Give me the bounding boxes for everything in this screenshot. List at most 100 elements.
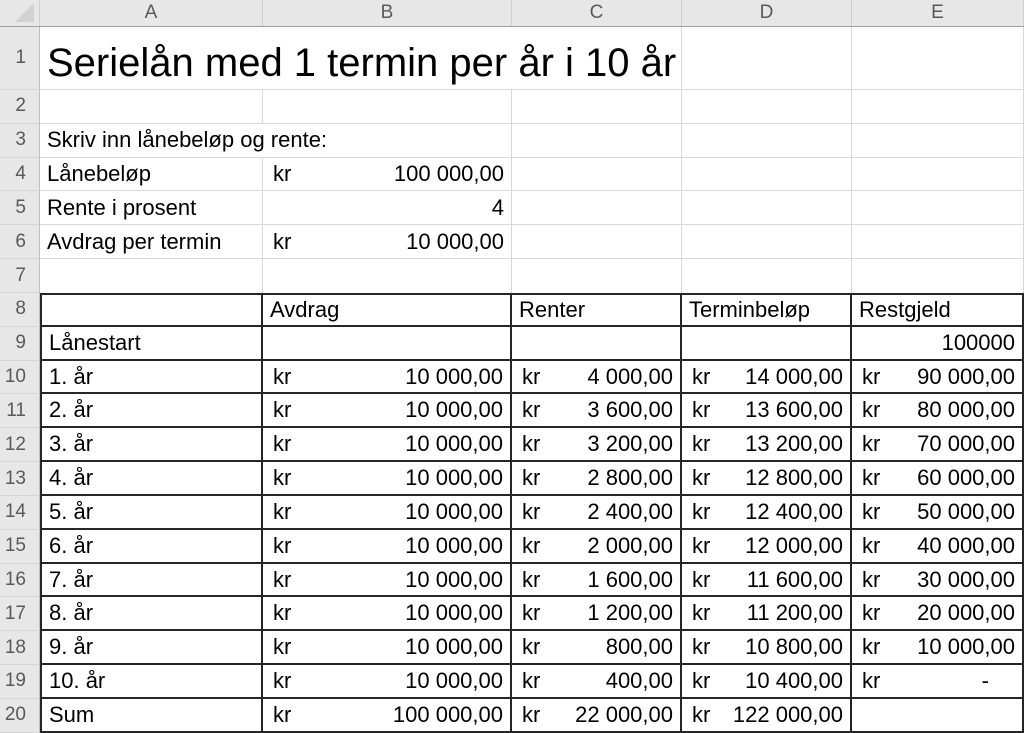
row-header-6[interactable]: 6 bbox=[0, 225, 40, 260]
cell-C13[interactable]: kr 2 800,00 bbox=[512, 462, 682, 496]
cell-A20[interactable]: Sum bbox=[40, 698, 263, 733]
row-header-2[interactable]: 2 bbox=[0, 90, 40, 124]
row-header-4[interactable]: 4 bbox=[0, 157, 40, 192]
cell-C17[interactable]: kr 1 200,00 bbox=[512, 597, 682, 632]
cell-A1[interactable]: Serielån med 1 termin per år i 10 år bbox=[40, 27, 682, 90]
cell-E18[interactable]: kr 10 000,00 bbox=[852, 631, 1024, 666]
cell-D17[interactable]: kr 11 200,00 bbox=[682, 597, 852, 632]
cell-B13[interactable]: kr 10 000,00 bbox=[263, 462, 512, 496]
row-header-5[interactable]: 5 bbox=[0, 191, 40, 226]
row-header-12[interactable]: 12 bbox=[0, 428, 40, 463]
row-header-7[interactable]: 7 bbox=[0, 259, 40, 293]
cell-D5[interactable] bbox=[682, 191, 852, 226]
cell-A4[interactable]: Lånebeløp bbox=[40, 157, 263, 192]
cell-C4[interactable] bbox=[512, 157, 682, 192]
cell-A8[interactable] bbox=[40, 292, 263, 327]
cell-B9[interactable] bbox=[263, 326, 512, 361]
cell-E11[interactable]: kr 80 000,00 bbox=[852, 394, 1024, 429]
cell-B11[interactable]: kr 10 000,00 bbox=[263, 394, 512, 429]
cell-D19[interactable]: kr 10 400,00 bbox=[682, 665, 852, 699]
cell-C19[interactable]: kr 400,00 bbox=[512, 665, 682, 699]
cell-E20[interactable] bbox=[852, 698, 1024, 733]
cell-C5[interactable] bbox=[512, 191, 682, 226]
cell-D16[interactable]: kr 11 600,00 bbox=[682, 563, 852, 598]
cell-D12[interactable]: kr 13 200,00 bbox=[682, 428, 852, 463]
cell-E2[interactable] bbox=[852, 90, 1024, 124]
cell-B14[interactable]: kr 10 000,00 bbox=[263, 495, 512, 530]
cell-C18[interactable]: kr 800,00 bbox=[512, 631, 682, 666]
cell-C12[interactable]: kr 3 200,00 bbox=[512, 428, 682, 463]
cell-B16[interactable]: kr 10 000,00 bbox=[263, 563, 512, 598]
cell-C7[interactable] bbox=[512, 259, 682, 293]
cell-E16[interactable]: kr 30 000,00 bbox=[852, 563, 1024, 598]
cell-B12[interactable]: kr 10 000,00 bbox=[263, 428, 512, 463]
cell-C11[interactable]: kr 3 600,00 bbox=[512, 394, 682, 429]
row-header-15[interactable]: 15 bbox=[0, 529, 40, 564]
cell-B4[interactable]: kr 100 000,00 bbox=[263, 157, 512, 192]
cell-E17[interactable]: kr 20 000,00 bbox=[852, 597, 1024, 632]
cell-C20[interactable]: kr 22 000,00 bbox=[512, 698, 682, 733]
cell-A6[interactable]: Avdrag per termin bbox=[40, 225, 263, 260]
cell-A18[interactable]: 9. år bbox=[40, 631, 263, 666]
cell-E9[interactable]: 100000 bbox=[852, 326, 1024, 361]
cell-A5[interactable]: Rente i prosent bbox=[40, 191, 263, 226]
row-header-9[interactable]: 9 bbox=[0, 326, 40, 361]
cell-D10[interactable]: kr 14 000,00 bbox=[682, 360, 852, 395]
cell-B6[interactable]: kr 10 000,00 bbox=[263, 225, 512, 260]
cell-E19[interactable]: kr - bbox=[852, 665, 1024, 699]
row-header-3[interactable]: 3 bbox=[0, 123, 40, 158]
cell-B19[interactable]: kr 10 000,00 bbox=[263, 665, 512, 699]
row-header-14[interactable]: 14 bbox=[0, 495, 40, 530]
cell-E7[interactable] bbox=[852, 259, 1024, 293]
cell-D15[interactable]: kr 12 000,00 bbox=[682, 529, 852, 564]
cell-E8[interactable]: Restgjeld bbox=[852, 292, 1024, 327]
cell-B15[interactable]: kr 10 000,00 bbox=[263, 529, 512, 564]
cell-B20[interactable]: kr 100 000,00 bbox=[263, 698, 512, 733]
cell-D1[interactable] bbox=[682, 27, 852, 90]
row-header-16[interactable]: 16 bbox=[0, 563, 40, 598]
cell-D4[interactable] bbox=[682, 157, 852, 192]
cell-E1[interactable] bbox=[852, 27, 1024, 90]
row-header-1[interactable]: 1 bbox=[0, 27, 40, 90]
cell-D11[interactable]: kr 13 600,00 bbox=[682, 394, 852, 429]
cell-A7[interactable] bbox=[40, 259, 263, 293]
row-header-8[interactable]: 8 bbox=[0, 292, 40, 327]
cell-C6[interactable] bbox=[512, 225, 682, 260]
cell-D20[interactable]: kr 122 000,00 bbox=[682, 698, 852, 733]
row-header-13[interactable]: 13 bbox=[0, 462, 40, 496]
cell-D14[interactable]: kr 12 400,00 bbox=[682, 495, 852, 530]
cell-D9[interactable] bbox=[682, 326, 852, 361]
cell-C10[interactable]: kr 4 000,00 bbox=[512, 360, 682, 395]
cell-E12[interactable]: kr 70 000,00 bbox=[852, 428, 1024, 463]
row-header-10[interactable]: 10 bbox=[0, 360, 40, 395]
cell-C3[interactable] bbox=[512, 123, 682, 158]
row-header-19[interactable]: 19 bbox=[0, 665, 40, 699]
cell-E13[interactable]: kr 60 000,00 bbox=[852, 462, 1024, 496]
cell-A2[interactable] bbox=[40, 90, 263, 124]
cell-D18[interactable]: kr 10 800,00 bbox=[682, 631, 852, 666]
cell-E10[interactable]: kr 90 000,00 bbox=[852, 360, 1024, 395]
column-header-a[interactable]: A bbox=[40, 0, 263, 26]
cell-B17[interactable]: kr 10 000,00 bbox=[263, 597, 512, 632]
cell-A16[interactable]: 7. år bbox=[40, 563, 263, 598]
cell-A13[interactable]: 4. år bbox=[40, 462, 263, 496]
column-header-d[interactable]: D bbox=[682, 0, 852, 26]
select-all-button[interactable] bbox=[0, 0, 40, 26]
column-header-e[interactable]: E bbox=[852, 0, 1024, 26]
cell-D8[interactable]: Terminbeløp bbox=[682, 292, 852, 327]
cell-C2[interactable] bbox=[512, 90, 682, 124]
cell-B2[interactable] bbox=[263, 90, 512, 124]
cell-D3[interactable] bbox=[682, 123, 852, 158]
cell-B18[interactable]: kr 10 000,00 bbox=[263, 631, 512, 666]
cell-A10[interactable]: 1. år bbox=[40, 360, 263, 395]
cell-A15[interactable]: 6. år bbox=[40, 529, 263, 564]
column-header-c[interactable]: C bbox=[512, 0, 682, 26]
column-header-b[interactable]: B bbox=[263, 0, 512, 26]
row-header-18[interactable]: 18 bbox=[0, 631, 40, 666]
cell-C15[interactable]: kr 2 000,00 bbox=[512, 529, 682, 564]
cell-E4[interactable] bbox=[852, 157, 1024, 192]
cell-A9[interactable]: Lånestart bbox=[40, 326, 263, 361]
cell-B7[interactable] bbox=[263, 259, 512, 293]
cell-C16[interactable]: kr 1 600,00 bbox=[512, 563, 682, 598]
cell-E3[interactable] bbox=[852, 123, 1024, 158]
